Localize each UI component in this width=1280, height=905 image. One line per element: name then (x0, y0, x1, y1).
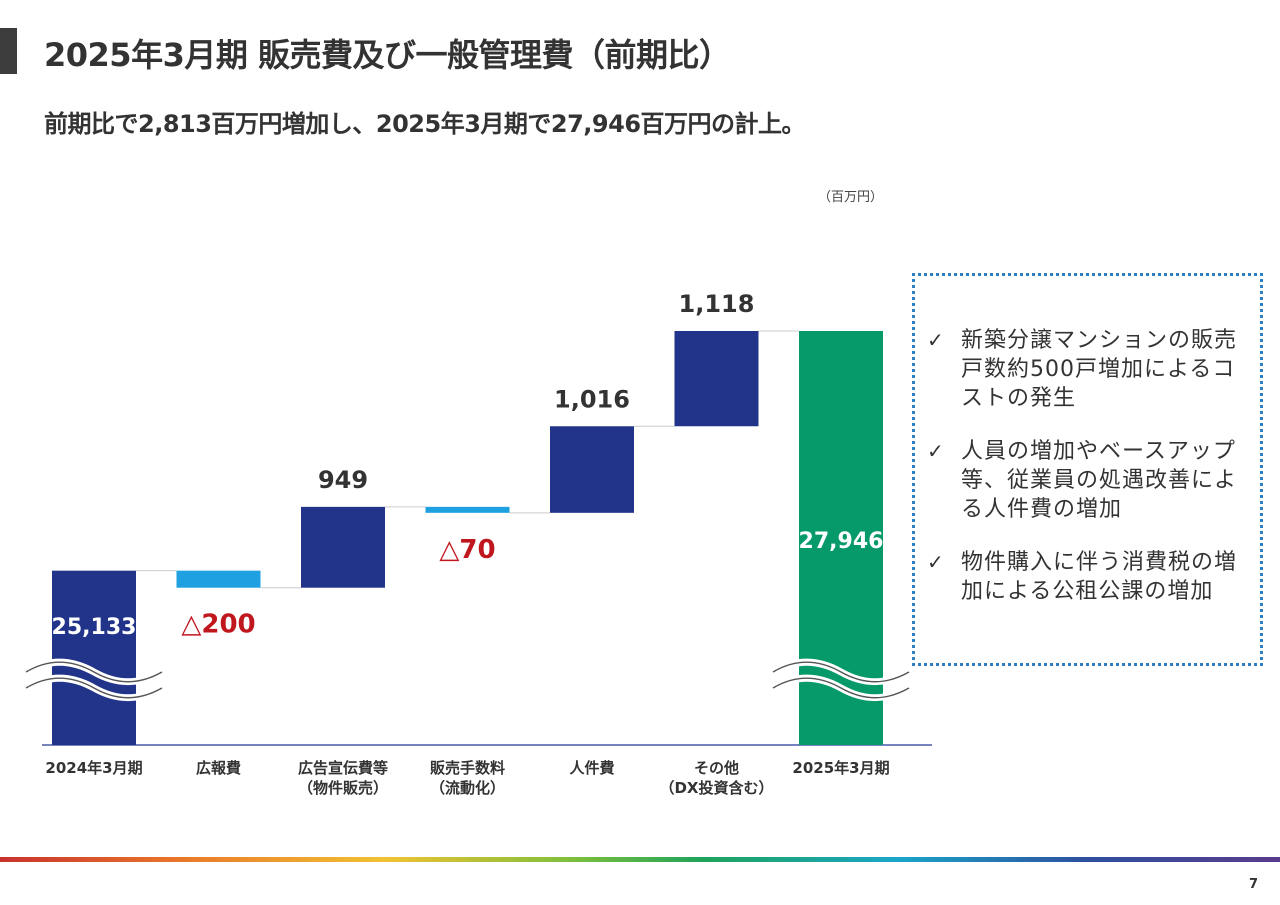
category-label: 人件費 (569, 759, 614, 777)
category-label-line: 販売手数料 (430, 759, 505, 777)
category-label: 2024年3月期 (45, 759, 142, 777)
category-label: 2025年3月期 (792, 759, 889, 777)
category-label: 販売手数料 （流動化） (430, 759, 505, 797)
value-label: △70 (439, 535, 495, 565)
value-label: 1,118 (679, 290, 755, 318)
value-label: 27,946 (799, 529, 884, 554)
category-label: 広報費 (196, 759, 241, 777)
note-text: 人員の増加やベースアップ等、従業員の処遇改善による人件費の増加 (961, 439, 1238, 522)
category-label-line: 広告宣伝費等 (298, 759, 388, 777)
title-accent-bar (0, 28, 17, 74)
footer-gradient-line (0, 857, 1280, 862)
category-label-line: 広報費 (196, 759, 241, 777)
axis-break-icon (772, 677, 910, 699)
category-label-line: （DX投資含む） (659, 779, 773, 797)
page-number: 7 (1249, 877, 1259, 892)
bar-3 (301, 506, 385, 588)
bar-1 (52, 570, 136, 745)
value-label: 25,133 (52, 615, 137, 640)
check-icon: ✓ (927, 439, 945, 463)
page-title: 2025年3月期 販売費及び一般管理費（前期比） (44, 36, 731, 74)
notes-box: ✓ 新築分譲マンションの販売戸数約500戸増加によるコストの発生 ✓ 人員の増加やベー… (912, 273, 1263, 666)
note-item: ✓ 人員の増加やベースアップ等、従業員の処遇改善による人件費の増加 (927, 437, 1250, 524)
note-text: 新築分譲マンションの販売戸数約500戸増加によるコストの発生 (961, 328, 1238, 411)
value-label: 1,016 (554, 385, 630, 413)
bar-5 (550, 426, 634, 513)
category-label-line: （流動化） (430, 779, 505, 797)
page-subtitle: 前期比で2,813百万円増加し、2025年3月期で27,946百万円の計上。 (44, 110, 806, 138)
category-label-line: 2025年3月期 (792, 759, 889, 777)
notes-list: ✓ 新築分譲マンションの販売戸数約500戸増加によるコストの発生 ✓ 人員の増加やベー… (915, 276, 1260, 606)
category-label-line: 人件費 (569, 759, 614, 777)
bar-6 (674, 331, 759, 427)
value-label: 949 (318, 466, 368, 494)
axis-break-icon (25, 661, 163, 683)
category-label-line: 2024年3月期 (45, 759, 142, 777)
check-icon: ✓ (927, 550, 945, 574)
note-item: ✓ 新築分譲マンションの販売戸数約500戸増加によるコストの発生 (927, 326, 1250, 413)
axis-break-icon (25, 677, 163, 699)
axis-break-icon (772, 661, 910, 683)
bar-2 (176, 570, 261, 588)
category-label-line: その他 (694, 759, 739, 777)
category-label-line: （物件販売） (298, 779, 388, 797)
check-icon: ✓ (927, 328, 945, 352)
value-label: △200 (181, 610, 255, 640)
bar-4 (425, 506, 510, 513)
note-item: ✓ 物件購入に伴う消費税の増加による公租公課の増加 (927, 548, 1250, 606)
category-label: 広告宣伝費等 （物件販売） (298, 759, 388, 797)
unit-label: （百万円） (818, 190, 884, 205)
note-text: 物件購入に伴う消費税の増加による公租公課の増加 (961, 550, 1238, 604)
category-label: その他 （DX投資含む） (659, 759, 773, 797)
